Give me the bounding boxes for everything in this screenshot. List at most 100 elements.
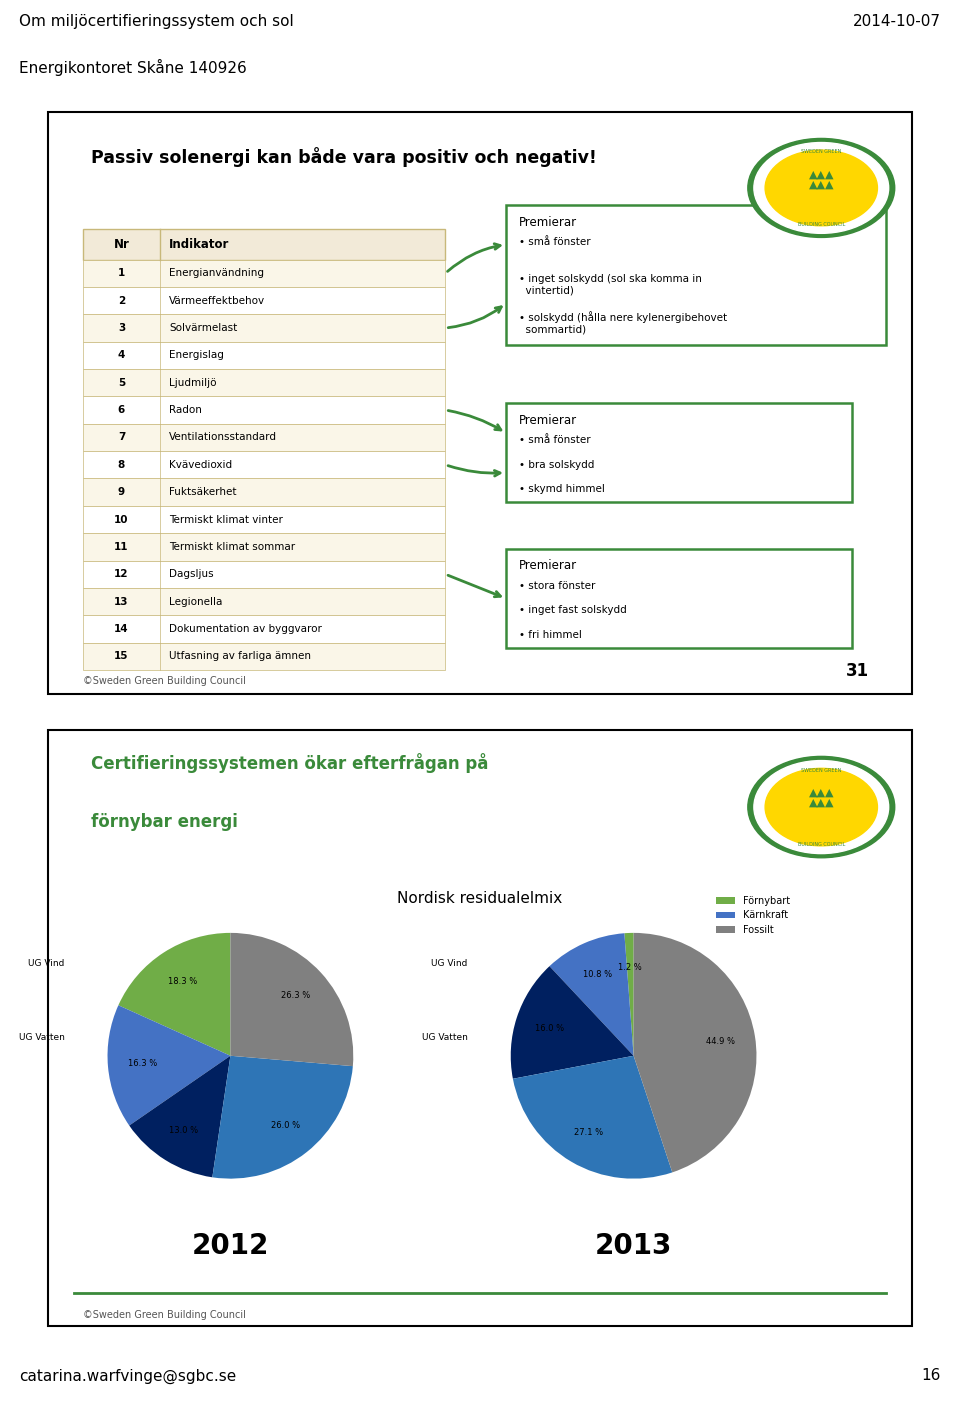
Wedge shape [118, 933, 230, 1055]
Text: 8: 8 [118, 460, 125, 470]
Text: 16.3 %: 16.3 % [128, 1059, 156, 1068]
Text: • fri himmel: • fri himmel [519, 630, 582, 640]
Text: Legionella: Legionella [169, 596, 223, 606]
Text: 31: 31 [846, 662, 869, 680]
Text: 15: 15 [114, 651, 129, 661]
Text: ©Sweden Green Building Council: ©Sweden Green Building Council [83, 1310, 246, 1320]
Bar [83, 452, 445, 478]
Text: Premierar: Premierar [519, 560, 577, 572]
Text: 2: 2 [118, 296, 125, 306]
Text: Energislag: Energislag [169, 351, 224, 361]
Text: Om miljöcertifieringssystem och sol: Om miljöcertifieringssystem och sol [19, 14, 294, 28]
Text: 13: 13 [114, 596, 129, 606]
Text: 27.1 %: 27.1 % [574, 1128, 604, 1136]
Text: Värmeeffektbehov: Värmeeffektbehov [169, 296, 265, 306]
Text: BUILDING COUNCIL: BUILDING COUNCIL [798, 842, 845, 846]
Bar [83, 260, 445, 288]
Text: Ljudmiljö: Ljudmiljö [169, 377, 216, 387]
Text: 44.9 %: 44.9 % [707, 1037, 735, 1047]
Text: SWEDEN GREEN: SWEDEN GREEN [801, 149, 842, 154]
Text: 12: 12 [114, 570, 129, 579]
Bar [83, 588, 445, 616]
Bar [506, 404, 852, 502]
Circle shape [765, 769, 877, 846]
Bar [506, 205, 886, 345]
Wedge shape [634, 933, 756, 1173]
Text: Dagsljus: Dagsljus [169, 570, 213, 579]
Bar [83, 342, 445, 369]
Text: Solvärmelast: Solvärmelast [169, 323, 237, 333]
Text: 5: 5 [118, 377, 125, 387]
Bar [83, 478, 445, 506]
Wedge shape [108, 1006, 230, 1125]
Text: • små fönster: • små fönster [519, 237, 590, 247]
Text: 13.0 %: 13.0 % [169, 1127, 198, 1135]
Bar [83, 314, 445, 342]
Bar [83, 288, 445, 314]
Text: 26.0 %: 26.0 % [271, 1121, 300, 1129]
Text: 18.3 %: 18.3 % [168, 976, 197, 986]
Legend: Förnybart, Kärnkraft, Fossilt: Förnybart, Kärnkraft, Fossilt [711, 892, 794, 939]
Circle shape [754, 143, 889, 233]
Text: 2013: 2013 [595, 1232, 672, 1260]
Bar [83, 369, 445, 397]
Text: Nordisk residualelmix: Nordisk residualelmix [397, 891, 563, 905]
Text: Premierar: Premierar [519, 414, 577, 427]
Text: Indikator: Indikator [169, 237, 229, 251]
Text: Dokumentation av byggvaror: Dokumentation av byggvaror [169, 624, 322, 634]
Circle shape [754, 760, 889, 853]
Bar [83, 397, 445, 424]
Text: catarina.warfvinge@sgbc.se: catarina.warfvinge@sgbc.se [19, 1368, 236, 1383]
Text: Certifieringssystemen ökar efterfrågan på: Certifieringssystemen ökar efterfrågan p… [91, 753, 489, 773]
Text: 10: 10 [114, 515, 129, 525]
Text: Ventilationsstandard: Ventilationsstandard [169, 432, 277, 442]
Text: 26.3 %: 26.3 % [281, 992, 310, 1000]
Text: Nr: Nr [113, 237, 130, 251]
Text: Premierar: Premierar [519, 216, 577, 229]
Text: 1.2 %: 1.2 % [618, 962, 642, 972]
Wedge shape [230, 933, 353, 1066]
Bar [506, 549, 852, 648]
Bar [83, 533, 445, 561]
Text: Energianvändning: Energianvändning [169, 268, 264, 278]
Wedge shape [212, 1055, 353, 1179]
Bar [83, 506, 445, 533]
Text: 2012: 2012 [192, 1232, 269, 1260]
Text: 9: 9 [118, 487, 125, 497]
Text: förnybar energi: förnybar energi [91, 814, 238, 831]
Text: UG Vind: UG Vind [431, 960, 468, 968]
Text: Utfasning av farliga ämnen: Utfasning av farliga ämnen [169, 651, 311, 661]
Circle shape [765, 150, 877, 226]
Wedge shape [513, 1055, 672, 1179]
Text: UG Vatten: UG Vatten [18, 1033, 64, 1042]
Text: UG Vind: UG Vind [28, 960, 64, 968]
Text: • inget solskydd (sol ska komma in
  vintertid): • inget solskydd (sol ska komma in vinte… [519, 274, 702, 296]
Text: Kvävedioxid: Kvävedioxid [169, 460, 232, 470]
Text: Fuktsäkerhet: Fuktsäkerhet [169, 487, 236, 497]
Text: • bra solskydd: • bra solskydd [519, 460, 594, 470]
Text: • solskydd (hålla nere kylenergibehovet
  sommartid): • solskydd (hålla nere kylenergibehovet … [519, 311, 727, 334]
Text: • inget fast solskydd: • inget fast solskydd [519, 606, 627, 616]
Bar [83, 424, 445, 452]
Text: 6: 6 [118, 405, 125, 415]
Bar [83, 616, 445, 643]
Wedge shape [624, 933, 634, 1055]
Text: 3: 3 [118, 323, 125, 333]
Text: ▲▲▲
▲▲▲: ▲▲▲ ▲▲▲ [808, 170, 834, 189]
Text: 7: 7 [118, 432, 125, 442]
Wedge shape [130, 1055, 230, 1177]
Text: 14: 14 [114, 624, 129, 634]
Text: 4: 4 [118, 351, 125, 361]
Text: • skymd himmel: • skymd himmel [519, 484, 605, 494]
Text: • stora fönster: • stora fönster [519, 581, 595, 591]
Text: 2014-10-07: 2014-10-07 [852, 14, 941, 28]
Text: ©Sweden Green Building Council: ©Sweden Green Building Council [83, 676, 246, 686]
Wedge shape [549, 933, 634, 1055]
Text: Radon: Radon [169, 405, 202, 415]
Text: 16: 16 [922, 1368, 941, 1383]
Bar [83, 643, 445, 671]
Text: UG Vatten: UG Vatten [421, 1033, 468, 1042]
Text: • små fönster: • små fönster [519, 435, 590, 445]
Text: 1: 1 [118, 268, 125, 278]
Text: BUILDING COUNCIL: BUILDING COUNCIL [798, 222, 845, 226]
